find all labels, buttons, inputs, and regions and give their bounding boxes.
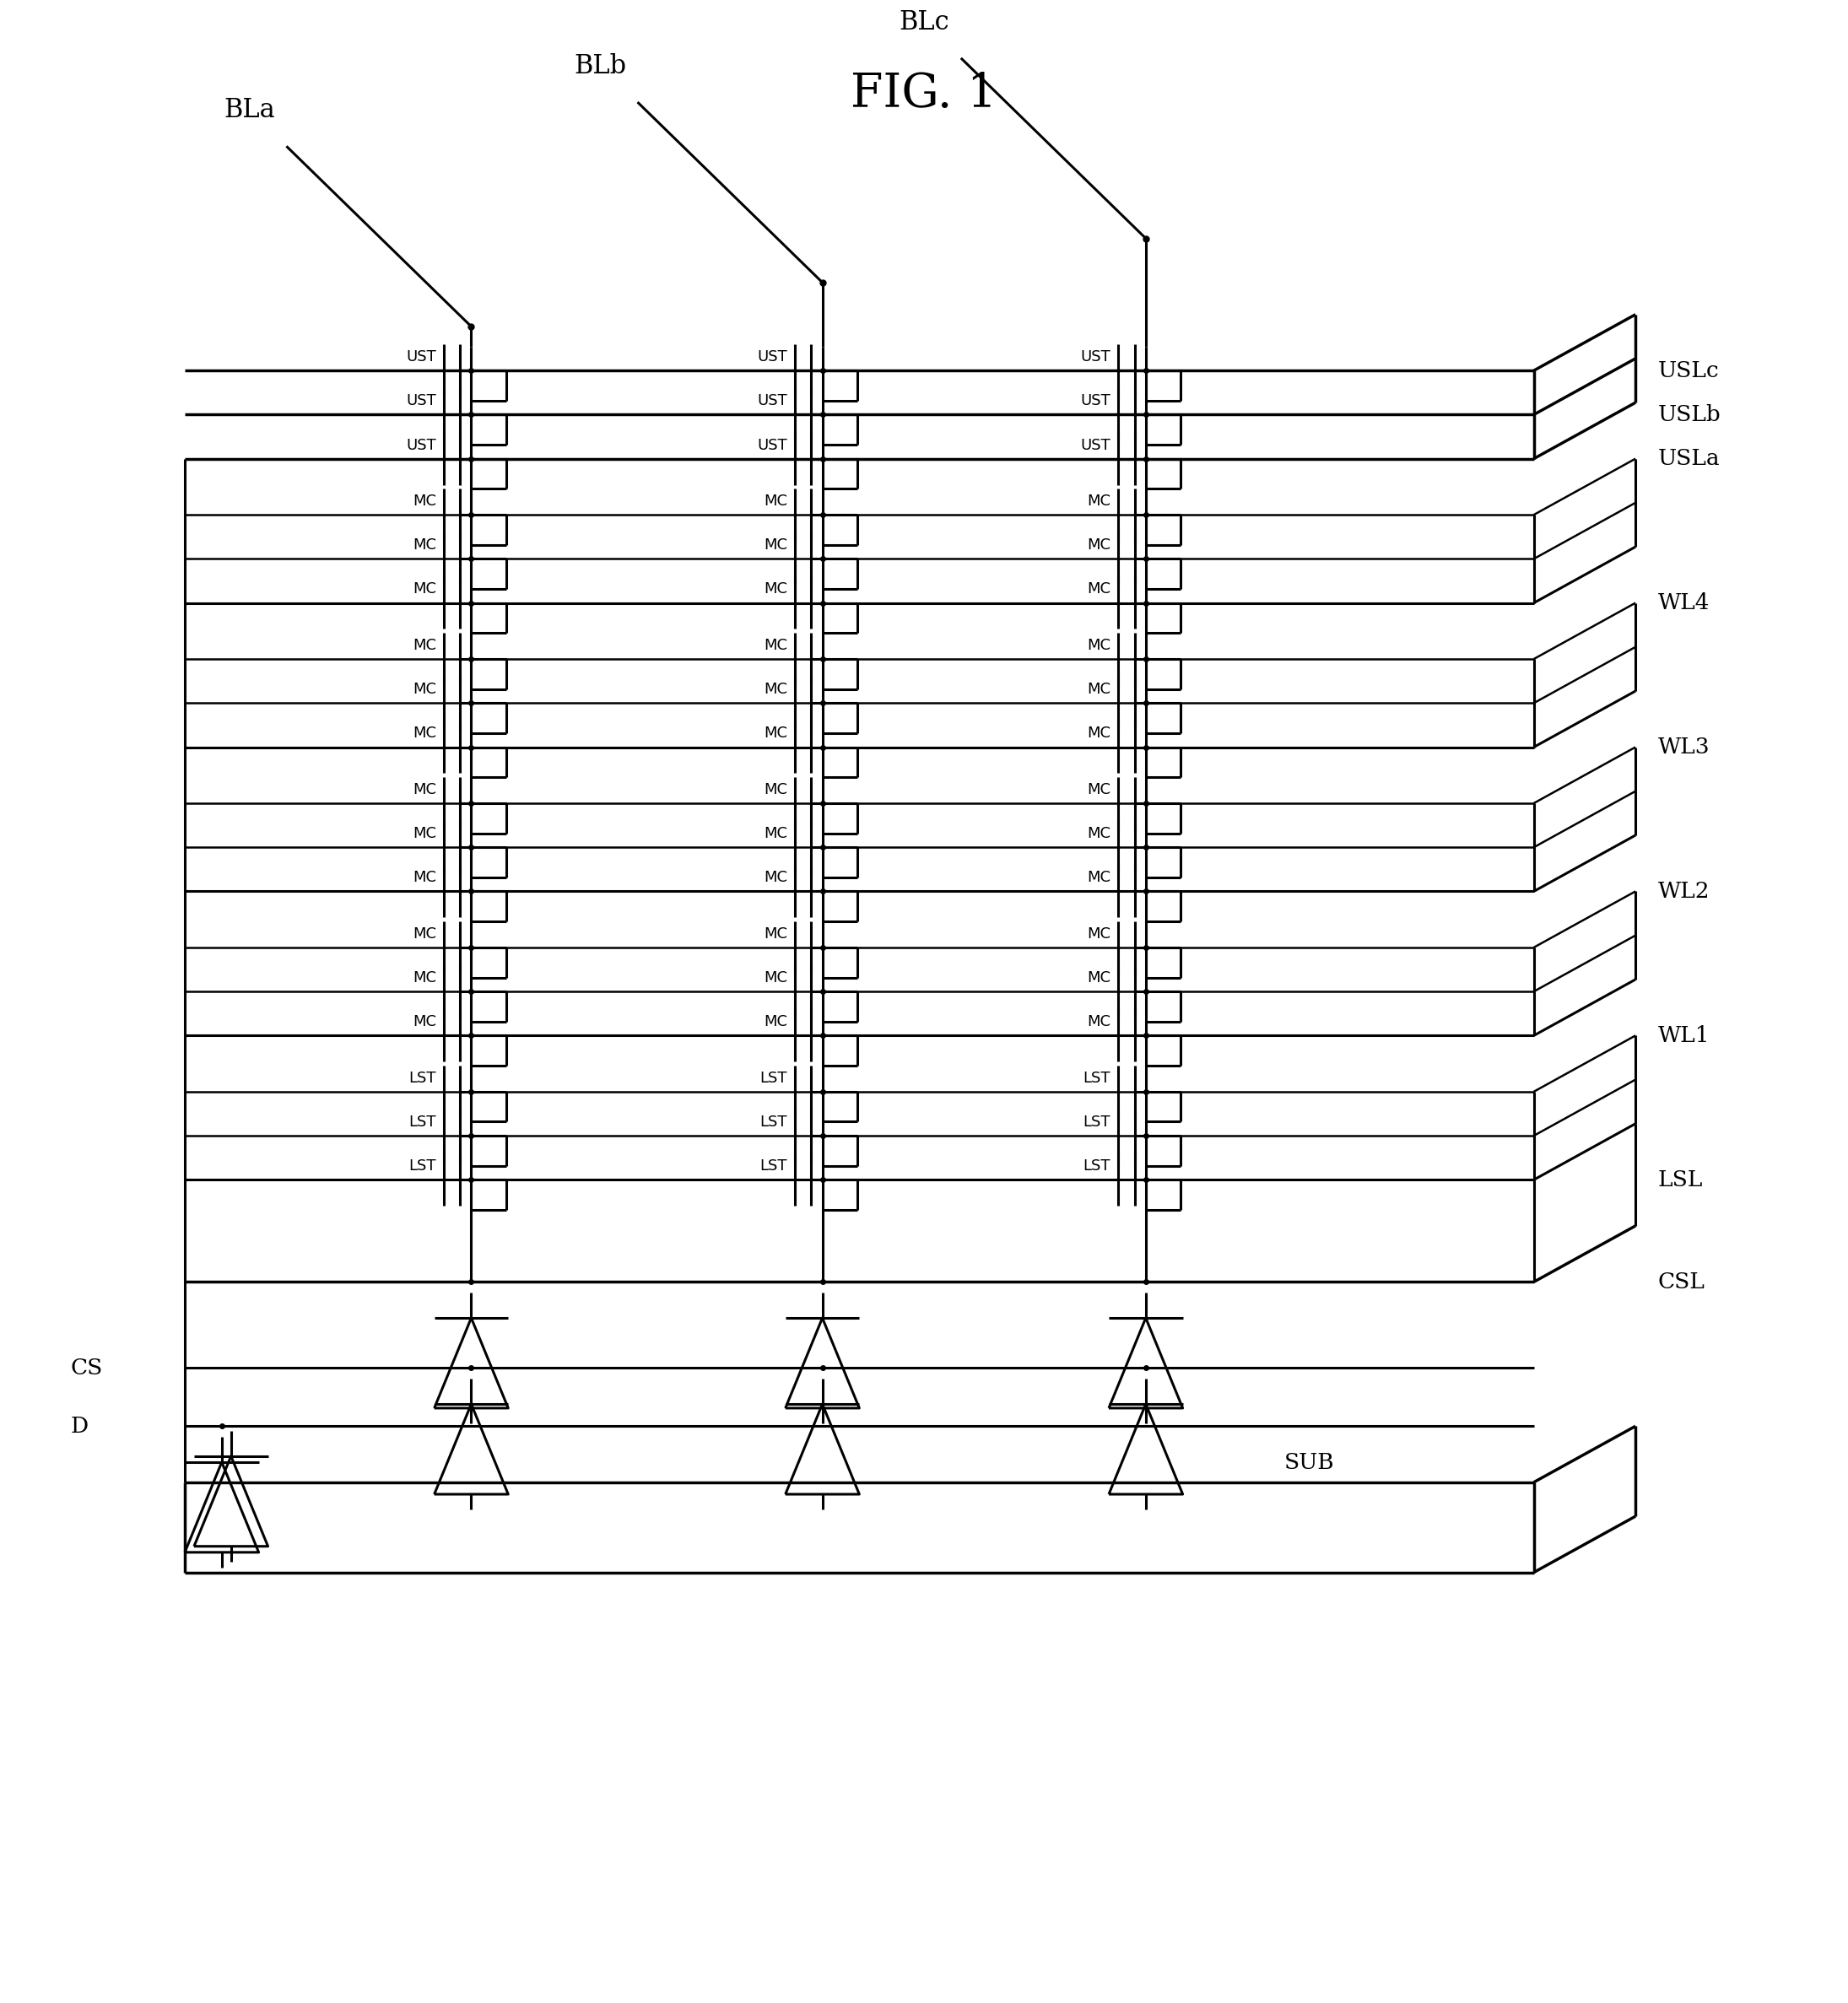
Text: UST: UST <box>1081 349 1111 365</box>
Text: WL2: WL2 <box>1658 881 1709 901</box>
Text: MC: MC <box>412 581 436 597</box>
Text: MC: MC <box>763 825 787 841</box>
Text: MC: MC <box>1087 537 1111 553</box>
Text: MC: MC <box>1087 725 1111 741</box>
Text: LST: LST <box>408 1158 436 1174</box>
Text: UST: UST <box>407 349 436 365</box>
Text: MC: MC <box>1087 581 1111 597</box>
Text: UST: UST <box>407 437 436 453</box>
Text: MC: MC <box>763 537 787 553</box>
Text: LST: LST <box>408 1070 436 1086</box>
Text: LST: LST <box>408 1114 436 1130</box>
Text: MC: MC <box>1087 1014 1111 1030</box>
Text: MC: MC <box>412 781 436 797</box>
Text: MC: MC <box>763 969 787 985</box>
Text: UST: UST <box>758 349 787 365</box>
Text: USLb: USLb <box>1658 405 1720 425</box>
Text: BLb: BLb <box>575 52 626 80</box>
Text: LST: LST <box>760 1114 787 1130</box>
Text: MC: MC <box>1087 925 1111 941</box>
Text: WL4: WL4 <box>1658 593 1709 613</box>
Text: LST: LST <box>1083 1158 1111 1174</box>
Text: LST: LST <box>1083 1070 1111 1086</box>
Text: USLa: USLa <box>1658 449 1720 469</box>
Text: MC: MC <box>1087 681 1111 697</box>
Text: MC: MC <box>763 869 787 885</box>
Text: MC: MC <box>412 725 436 741</box>
Text: MC: MC <box>1087 825 1111 841</box>
Text: MC: MC <box>412 681 436 697</box>
Text: MC: MC <box>1087 493 1111 509</box>
Text: MC: MC <box>1087 969 1111 985</box>
Text: MC: MC <box>412 1014 436 1030</box>
Text: USLc: USLc <box>1658 361 1719 381</box>
Text: MC: MC <box>412 925 436 941</box>
Text: UST: UST <box>407 393 436 409</box>
Text: MC: MC <box>763 637 787 653</box>
Text: MC: MC <box>412 869 436 885</box>
Text: UST: UST <box>758 437 787 453</box>
Text: MC: MC <box>763 781 787 797</box>
Text: CS: CS <box>70 1358 102 1378</box>
Text: MC: MC <box>412 969 436 985</box>
Text: UST: UST <box>1081 393 1111 409</box>
Text: MC: MC <box>763 581 787 597</box>
Text: MC: MC <box>412 537 436 553</box>
Text: SUB: SUB <box>1284 1452 1334 1472</box>
Text: MC: MC <box>763 493 787 509</box>
Text: WL3: WL3 <box>1658 737 1709 757</box>
Text: LSL: LSL <box>1658 1170 1702 1190</box>
Text: WL1: WL1 <box>1658 1026 1709 1046</box>
Text: MC: MC <box>412 637 436 653</box>
Text: D: D <box>70 1416 89 1436</box>
Text: MC: MC <box>763 725 787 741</box>
Text: MC: MC <box>763 681 787 697</box>
Text: FIG. 1: FIG. 1 <box>850 70 998 118</box>
Text: MC: MC <box>1087 637 1111 653</box>
Text: LST: LST <box>760 1158 787 1174</box>
Text: MC: MC <box>763 925 787 941</box>
Text: MC: MC <box>1087 781 1111 797</box>
Text: BLa: BLa <box>224 96 275 124</box>
Text: MC: MC <box>412 493 436 509</box>
Text: MC: MC <box>412 825 436 841</box>
Text: LST: LST <box>1083 1114 1111 1130</box>
Text: CSL: CSL <box>1658 1272 1706 1292</box>
Text: UST: UST <box>758 393 787 409</box>
Text: BLc: BLc <box>898 8 950 36</box>
Text: MC: MC <box>1087 869 1111 885</box>
Text: MC: MC <box>763 1014 787 1030</box>
Text: UST: UST <box>1081 437 1111 453</box>
Text: LST: LST <box>760 1070 787 1086</box>
